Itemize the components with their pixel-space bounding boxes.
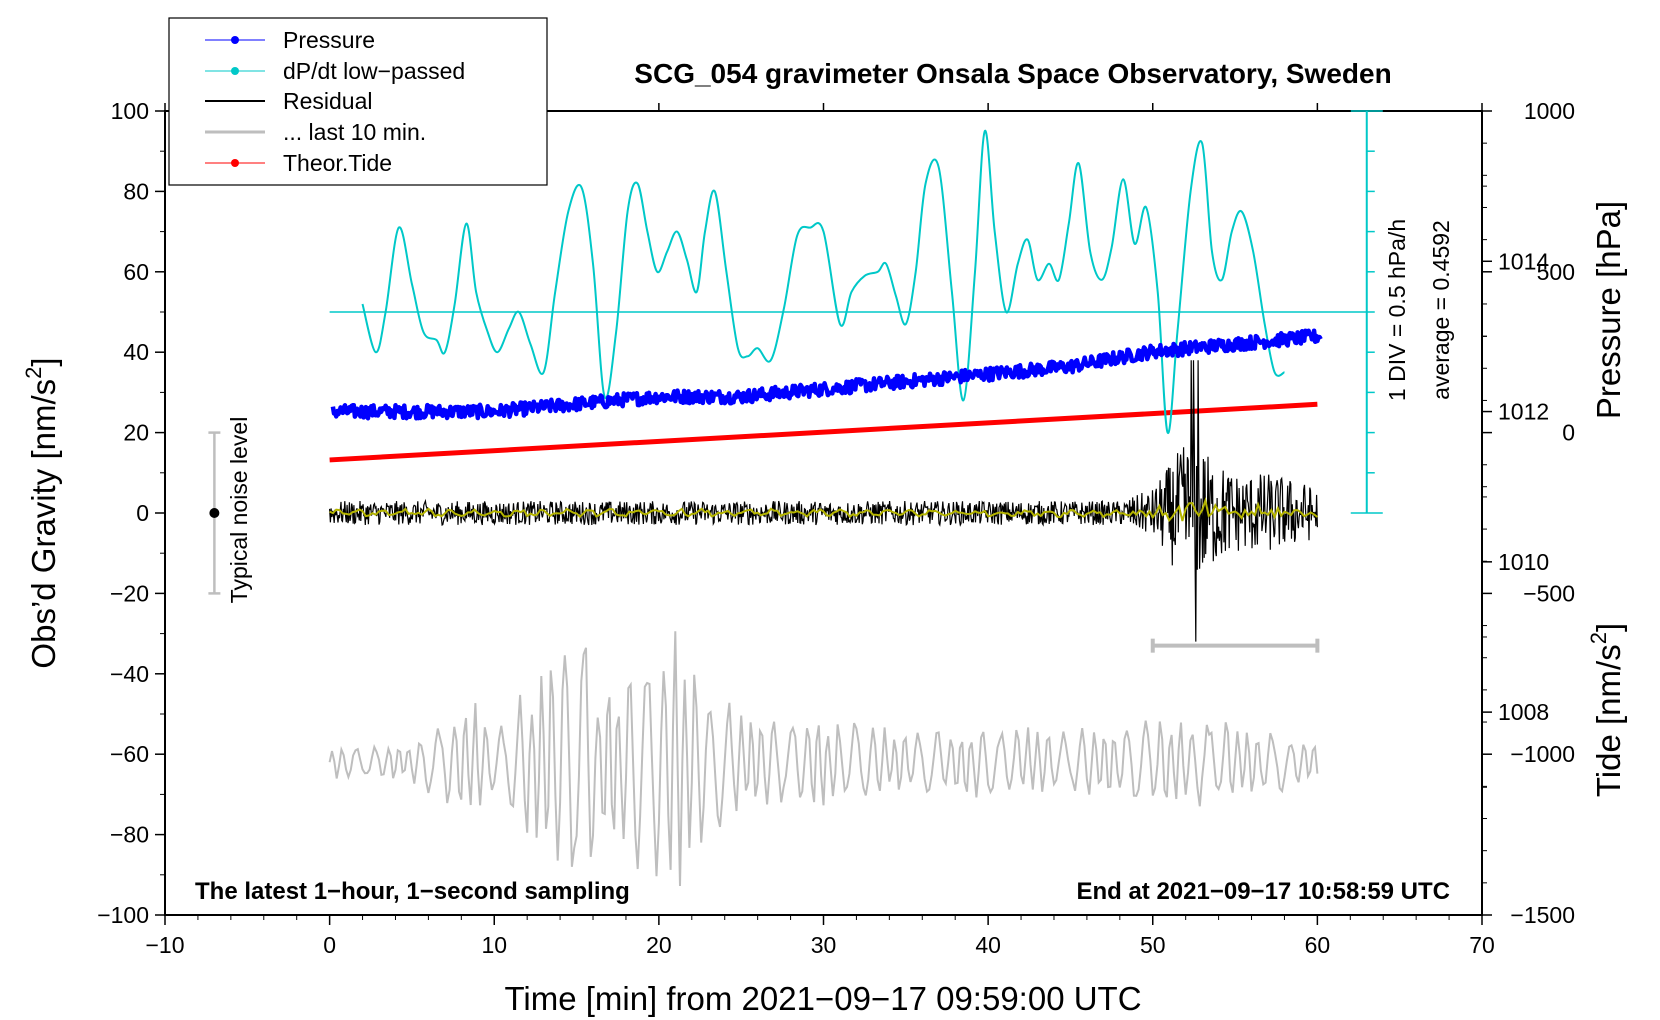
- legend-label-residual: Residual: [283, 88, 373, 114]
- y-tide-tick-label: −1500: [1510, 902, 1575, 928]
- legend-entry-residual: Residual: [205, 88, 373, 114]
- y-left-tick-label: 20: [123, 420, 149, 446]
- y-left-tick-label: −20: [110, 580, 149, 606]
- axes-layer: −10 0 10 20 30 40 50 60 70100806040200−20−40−60−…: [97, 98, 1575, 958]
- y-axis-tide-label: Tide [nm/s2]: [1586, 623, 1627, 797]
- x-tick-label: −10: [145, 932, 184, 958]
- y-left-tick-label: −60: [110, 741, 149, 767]
- y-pressure-tick-label: 1012: [1498, 399, 1549, 425]
- x-tick-label: 40: [975, 932, 1001, 958]
- legend-entry-dpdt: dP/dt low−passed: [205, 58, 465, 84]
- y-left-tick-label: 60: [123, 259, 149, 285]
- series-dpdt-line: [361, 130, 1285, 434]
- y-left-tick-label: −40: [110, 661, 149, 687]
- y-tide-tick-label: 0: [1562, 420, 1575, 446]
- x-tick-label: 60: [1305, 932, 1331, 958]
- dpdt-div-label: 1 DIV = 0.5 hPa/h: [1384, 219, 1410, 401]
- y-tide-tick-label: −500: [1523, 580, 1575, 606]
- data-layer: [208, 110, 1383, 887]
- x-tick-label: 0: [323, 932, 336, 958]
- y-axis-left-label-sup: 2: [21, 367, 46, 379]
- x-tick-label: 70: [1469, 932, 1495, 958]
- legend: Pressure dP/dt low−passed Residual ... l…: [168, 17, 548, 186]
- legend-entry-tide: Theor.Tide: [205, 150, 392, 176]
- dpdt-average-label: average = 0.4592: [1428, 220, 1454, 400]
- x-tick-label: 30: [811, 932, 837, 958]
- y-axis-left-label-main: Obs’d Gravity [nm/s: [25, 379, 62, 669]
- legend-marker-dpdt: [231, 67, 239, 75]
- x-tick-label: 50: [1140, 932, 1166, 958]
- noise-level-label: Typical noise level: [226, 417, 252, 604]
- legend-label-dpdt: dP/dt low−passed: [283, 58, 465, 84]
- y-axis-tide-label-sup: 2: [1586, 632, 1611, 644]
- series-tide-line: [329, 401, 1318, 463]
- y-pressure-tick-label: 1014: [1498, 248, 1549, 274]
- bottom-left-note: The latest 1−hour, 1−second sampling: [195, 878, 630, 905]
- chart-title: SCG_054 gravimeter Onsala Space Observat…: [634, 58, 1391, 89]
- series-last10-line: [328, 631, 1319, 887]
- legend-label-pressure: Pressure: [283, 27, 375, 53]
- y-pressure-tick-label: 1010: [1498, 549, 1549, 575]
- x-axis-label: Time [min] from 2021−09−17 09:59:00 UTC: [504, 980, 1141, 1017]
- y-axis-tide-label-end: ]: [1590, 623, 1627, 632]
- y-axis-left-label: Obs’d Gravity [nm/s2]: [21, 357, 62, 668]
- noise-bar-center: [209, 508, 220, 518]
- y-left-tick-label: −100: [97, 902, 149, 928]
- legend-entry-last10: ... last 10 min.: [205, 119, 426, 145]
- legend-marker-pressure: [231, 36, 239, 44]
- x-tick-label: 10: [481, 932, 507, 958]
- y-left-tick-label: −80: [110, 822, 149, 848]
- y-left-tick-label: 100: [111, 98, 149, 124]
- legend-marker-tide: [231, 159, 239, 167]
- series-pressure-line: [330, 328, 1323, 421]
- y-left-tick-label: 0: [136, 500, 149, 526]
- y-tide-tick-label: 500: [1537, 259, 1575, 285]
- legend-label-tide: Theor.Tide: [283, 150, 392, 176]
- y-tide-tick-label: 1000: [1524, 98, 1575, 124]
- y-left-tick-label: 40: [123, 339, 149, 365]
- legend-label-last10: ... last 10 min.: [283, 119, 426, 145]
- y-left-tick-label: 80: [123, 178, 149, 204]
- y-axis-left-label-end: ]: [25, 357, 62, 366]
- y-tide-tick-label: −1000: [1510, 741, 1575, 767]
- y-pressure-tick-label: 1008: [1498, 699, 1549, 725]
- bottom-right-note: End at 2021−09−17 10:58:59 UTC: [1076, 878, 1450, 905]
- y-axis-pressure-label: Pressure [hPa]: [1590, 201, 1627, 419]
- x-tick-label: 20: [646, 932, 672, 958]
- y-axis-tide-label-main: Tide [nm/s: [1590, 644, 1627, 797]
- series-residual-smoothed: [329, 496, 1319, 523]
- legend-entry-pressure: Pressure: [205, 27, 375, 53]
